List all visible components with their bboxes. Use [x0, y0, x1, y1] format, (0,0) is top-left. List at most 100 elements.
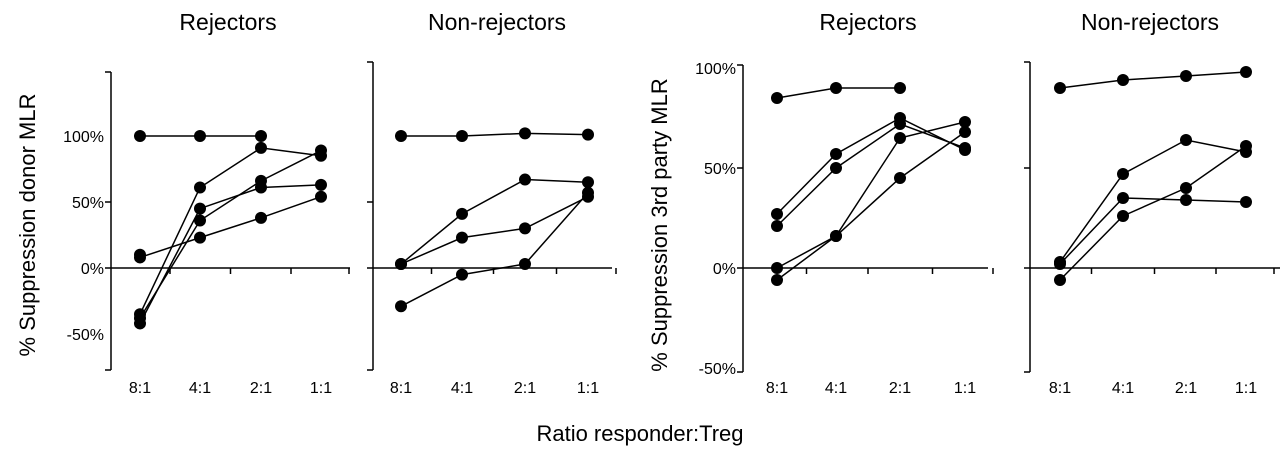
data-point	[830, 162, 842, 174]
x-tick-label: 1:1	[577, 380, 599, 397]
series-line	[139, 149, 322, 319]
x-tick-label: 8:1	[766, 380, 788, 397]
x-tick-label: 4:1	[451, 380, 473, 397]
data-point	[456, 231, 468, 244]
data-point	[1117, 192, 1129, 204]
data-point	[255, 130, 267, 142]
series-line	[139, 196, 322, 259]
data-point	[894, 82, 906, 94]
series-line	[1059, 71, 1247, 89]
data-point	[582, 186, 594, 199]
data-point	[134, 317, 146, 330]
y-tick-label: -50%	[67, 327, 104, 344]
panel-2: Non-rejectors 8:1 4:1 2:1 1:1	[367, 9, 617, 397]
data-point	[1054, 258, 1066, 270]
data-point	[1117, 74, 1129, 86]
x-tick-label: 4:1	[189, 380, 211, 397]
x-tick-label: 1:1	[1235, 380, 1257, 397]
data-point	[1180, 134, 1192, 146]
y-tick-label: 0%	[713, 261, 736, 278]
series-line	[1059, 145, 1247, 281]
data-point	[519, 127, 531, 140]
data-point	[519, 173, 531, 186]
x-tick-label: 4:1	[825, 380, 847, 397]
data-point	[771, 274, 783, 286]
y-tick-label: -50%	[699, 361, 736, 378]
data-point	[771, 208, 783, 220]
data-point	[315, 178, 327, 191]
y-tick-label: 100%	[695, 61, 736, 78]
x-tick-label: 1:1	[310, 380, 332, 397]
panel-title: Rejectors	[819, 9, 916, 35]
data-point	[1054, 82, 1066, 94]
x-tick-label: 1:1	[954, 380, 976, 397]
data-point	[395, 130, 407, 142]
data-point	[456, 268, 468, 281]
x-tick-label: 8:1	[390, 380, 412, 397]
data-point	[194, 202, 206, 215]
data-point	[315, 144, 327, 157]
data-point	[315, 190, 327, 203]
shared-x-axis-label: Ratio responder:Treg	[536, 421, 743, 446]
data-point	[519, 222, 531, 235]
data-point	[959, 126, 971, 138]
series-line	[139, 184, 322, 324]
data-point	[456, 130, 468, 142]
data-point	[194, 130, 206, 142]
x-tick-label: 2:1	[514, 380, 536, 397]
panel-title: Rejectors	[179, 9, 276, 35]
series-line	[401, 132, 589, 137]
y-axis-label: % Suppression donor MLR	[15, 94, 40, 357]
data-point	[582, 128, 594, 141]
data-point	[771, 220, 783, 232]
series-line	[139, 147, 322, 315]
series-line	[1059, 197, 1247, 265]
data-point	[1180, 194, 1192, 206]
x-tick-label: 2:1	[250, 380, 272, 397]
data-point	[519, 258, 531, 271]
data-point	[194, 181, 206, 194]
data-point	[134, 248, 146, 261]
panel-1: Rejectors 8:1 4:1 2:1 1:1 100% 50% 0% -50% % Supp…	[15, 9, 350, 397]
y-tick-label: 50%	[72, 195, 104, 212]
x-tick-label: 8:1	[1049, 380, 1071, 397]
panel-title: Non-rejectors	[1081, 9, 1219, 35]
data-point	[830, 230, 842, 242]
y-tick-label: 100%	[63, 129, 104, 146]
panel-3: Rejectors 8:1 4:1 2:1 1:1 100% 50% 0% -50% % Supp…	[647, 9, 994, 397]
x-tick-label: 2:1	[1175, 380, 1197, 397]
panel-title: Non-rejectors	[428, 9, 566, 35]
data-point	[395, 300, 407, 313]
series-line	[400, 196, 589, 265]
data-point	[830, 148, 842, 160]
data-point	[1180, 182, 1192, 194]
data-point	[830, 82, 842, 94]
panel-4: Non-rejectors 8:1 4:1 2:1 1:1	[1024, 9, 1280, 397]
data-point	[194, 231, 206, 244]
y-axis-label: % Suppression 3rd party MLR	[647, 78, 672, 371]
data-point	[1240, 196, 1252, 208]
data-point	[255, 141, 267, 154]
data-point	[1240, 140, 1252, 152]
y-tick-label: 0%	[81, 261, 104, 278]
data-point	[959, 116, 971, 128]
data-point	[456, 207, 468, 220]
data-point	[771, 262, 783, 274]
data-point	[894, 132, 906, 144]
x-tick-label: 8:1	[129, 380, 151, 397]
series-line	[776, 123, 966, 227]
data-point	[1240, 66, 1252, 78]
data-point	[1054, 274, 1066, 286]
series-line	[400, 192, 589, 307]
series-line	[776, 117, 966, 215]
series-line	[400, 178, 589, 265]
data-point	[1117, 210, 1129, 222]
data-point	[1180, 70, 1192, 82]
series-line	[1059, 139, 1247, 263]
data-point	[894, 172, 906, 184]
data-point	[395, 258, 407, 271]
data-point	[894, 118, 906, 130]
data-point	[959, 142, 971, 154]
data-point	[1117, 168, 1129, 180]
